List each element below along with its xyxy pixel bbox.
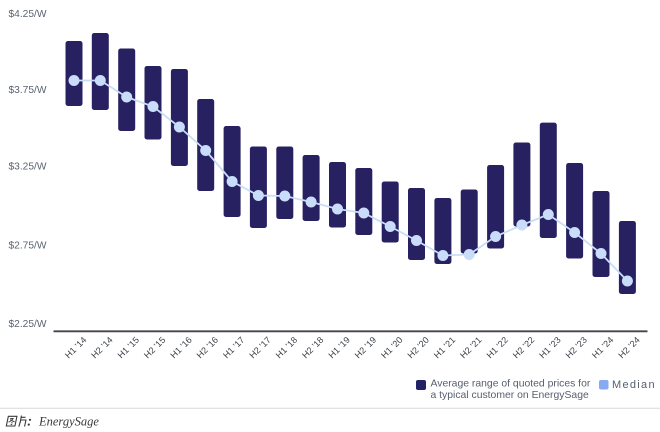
svg-text:H2 ’24: H2 ’24 [616,335,641,360]
svg-text:H1 ’21: H1 ’21 [432,335,457,360]
svg-text:H1 ’23: H1 ’23 [537,335,562,360]
svg-text:$4.25/W: $4.25/W [9,9,47,20]
svg-text:H1 ’15: H1 ’15 [116,335,141,360]
svg-text:$2.75/W: $2.75/W [9,240,47,251]
svg-text:H1 ’18: H1 ’18 [274,335,299,360]
svg-text:H2 ’22: H2 ’22 [511,335,536,360]
svg-text:$3.75/W: $3.75/W [9,85,47,96]
svg-text:H1 ’20: H1 ’20 [379,335,404,360]
svg-text:EnergySage: EnergySage [38,415,99,429]
svg-text:Median: Median [612,379,656,391]
svg-text:H2 ’19: H2 ’19 [353,335,378,360]
svg-text:H1 ’17: H1 ’17 [221,335,246,360]
svg-text:Average range of quoted prices: Average range of quoted prices for [431,379,591,390]
svg-text:H2 ’20: H2 ’20 [405,335,430,360]
svg-text:a typical customer on EnergySa: a typical customer on EnergySage [431,390,589,401]
svg-text:$3.25/W: $3.25/W [9,161,47,172]
svg-text:H1 ’24: H1 ’24 [590,335,615,360]
svg-text:H1 ’19: H1 ’19 [326,335,351,360]
svg-text:H2 ’18: H2 ’18 [300,335,325,360]
svg-text:H2 ’15: H2 ’15 [142,335,167,360]
svg-text:H2 ’16: H2 ’16 [195,335,220,360]
svg-text:H1 ’22: H1 ’22 [485,335,510,360]
svg-text:$2.25/W: $2.25/W [9,319,47,330]
svg-text:H2 ’17: H2 ’17 [247,335,272,360]
svg-text:H2 ’23: H2 ’23 [564,335,589,360]
svg-text:H1 ’14: H1 ’14 [63,335,88,360]
svg-text:H1 ’16: H1 ’16 [168,335,193,360]
svg-text:H2 ’14: H2 ’14 [89,335,114,360]
svg-text:H2 ’21: H2 ’21 [458,335,483,360]
